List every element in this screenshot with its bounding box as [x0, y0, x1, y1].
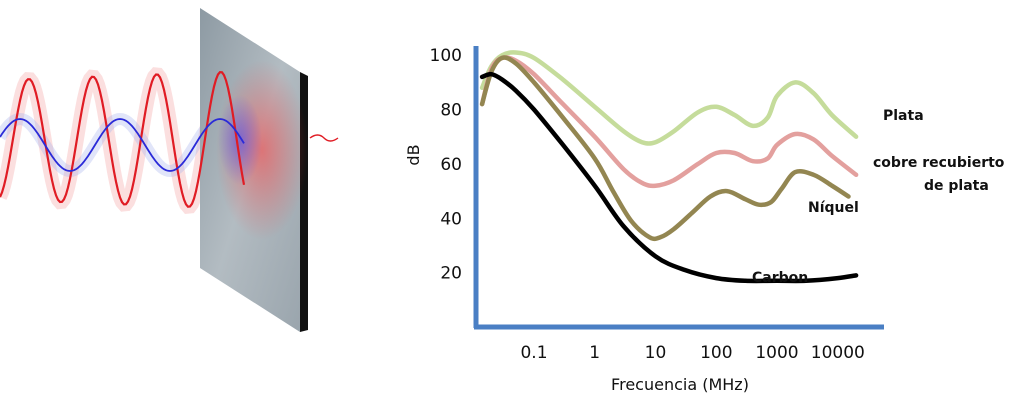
- x-tick-labels: 0.1 1 10 100 1000 10000: [520, 343, 864, 363]
- x-axis-title: Frecuencia (MHz): [611, 375, 749, 394]
- series-line-carbon: [479, 71, 859, 284]
- y-tick-label: 40: [440, 209, 462, 229]
- y-tick-label: 100: [430, 46, 462, 66]
- x-tick-label: 0.1: [520, 343, 547, 363]
- magnetic-wave: [0, 118, 245, 172]
- x-tick-label: 100: [700, 343, 732, 363]
- x-tick-label: 1: [589, 343, 600, 363]
- wave-shielding-illustration: [0, 8, 339, 332]
- y-tick-label: 80: [440, 101, 462, 121]
- y-axis-title: dB: [404, 144, 423, 165]
- plate-blue-glow: [218, 95, 262, 185]
- shielding-effectiveness-chart: 20 40 60 80 100 0.1 1 10 100 1000 10000 dB Frecue…: [404, 46, 1005, 394]
- label-niquel: Níquel: [808, 200, 859, 216]
- x-tick-label: 10000: [811, 343, 865, 363]
- y-tick-label: 60: [440, 155, 462, 175]
- series-line-n-quel: [479, 55, 851, 242]
- label-cobre-line1: cobre recubierto: [873, 155, 1005, 171]
- series-line-cobre-recubierto-de-plata: [479, 55, 859, 189]
- electric-wave: [0, 70, 246, 208]
- x-tick-label: 1000: [755, 343, 798, 363]
- x-tick-label: 10: [645, 343, 667, 363]
- series-layer: [479, 50, 859, 284]
- y-tick-labels: 20 40 60 80 100: [430, 46, 462, 283]
- label-cobre-line2: de plata: [924, 178, 989, 194]
- label-plata: Plata: [883, 108, 924, 124]
- transmitted-wave: [309, 134, 339, 142]
- label-carbon: Carbon: [752, 270, 808, 286]
- series-line-plata: [479, 50, 859, 146]
- y-tick-label: 20: [440, 264, 462, 284]
